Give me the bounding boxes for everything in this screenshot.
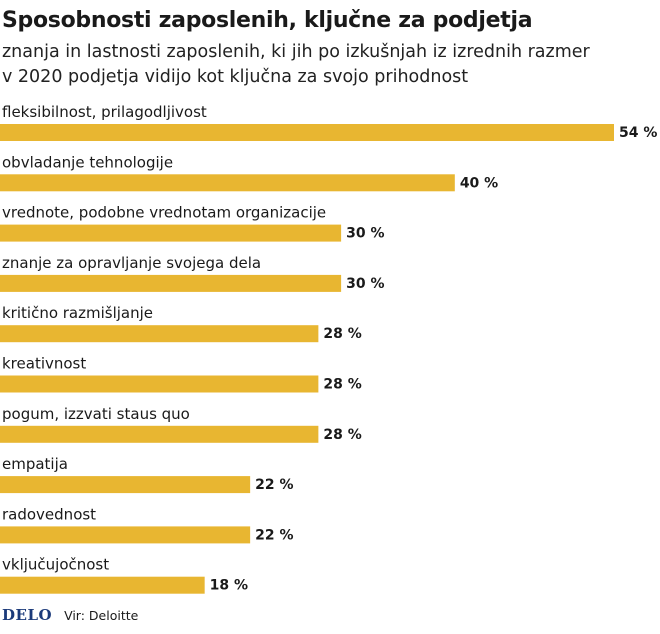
chart-subtitle-line-2: v 2020 podjetja vidijo kot ključna za sv… <box>2 67 469 87</box>
value-label: 28 % <box>323 326 361 342</box>
chart-title: Sposobnosti zaposlenih, ključne za podje… <box>2 8 533 33</box>
value-label: 28 % <box>323 377 361 393</box>
bar-chart: fleksibilnost, prilagodljivost 54 % obvlad… <box>0 103 657 594</box>
category-label: kreativnost <box>2 355 86 373</box>
category-label: znanje za opravljanje svojega dela <box>2 254 261 272</box>
bar <box>0 375 319 393</box>
source-note: Vir: Deloitte <box>64 608 139 623</box>
bar <box>0 425 319 443</box>
category-label: vključujočnost <box>2 556 109 574</box>
bar <box>0 124 614 141</box>
value-label: 30 % <box>346 226 384 242</box>
bar <box>0 576 205 594</box>
chart-subtitle-line-1: znanja in lastnosti zaposlenih, ki jih p… <box>2 42 590 62</box>
value-label: 28 % <box>323 427 361 443</box>
category-label: fleksibilnost, prilagodljivost <box>2 103 207 121</box>
bar <box>0 224 342 242</box>
value-label: 30 % <box>346 276 384 292</box>
value-label: 22 % <box>255 477 293 493</box>
category-label: empatija <box>2 455 68 473</box>
category-label: pogum, izzvati staus quo <box>2 405 190 423</box>
category-label: kritično razmišljanje <box>2 304 153 322</box>
category-label: obvladanje tehnologije <box>2 153 173 171</box>
value-label: 18 % <box>210 578 248 594</box>
value-label: 54 % <box>619 125 657 141</box>
category-label: radovednost <box>2 505 96 523</box>
bar <box>0 526 251 544</box>
value-label: 22 % <box>255 527 293 543</box>
value-label: 40 % <box>460 175 498 191</box>
delo-logo: DELO <box>2 606 53 624</box>
bar <box>0 325 319 343</box>
bar <box>0 476 251 494</box>
bar <box>0 274 342 292</box>
category-label: vrednote, podobne vrednotam organizacije <box>2 204 326 222</box>
bar <box>0 174 455 192</box>
footer: DELO Vir: Deloitte <box>2 606 138 624</box>
